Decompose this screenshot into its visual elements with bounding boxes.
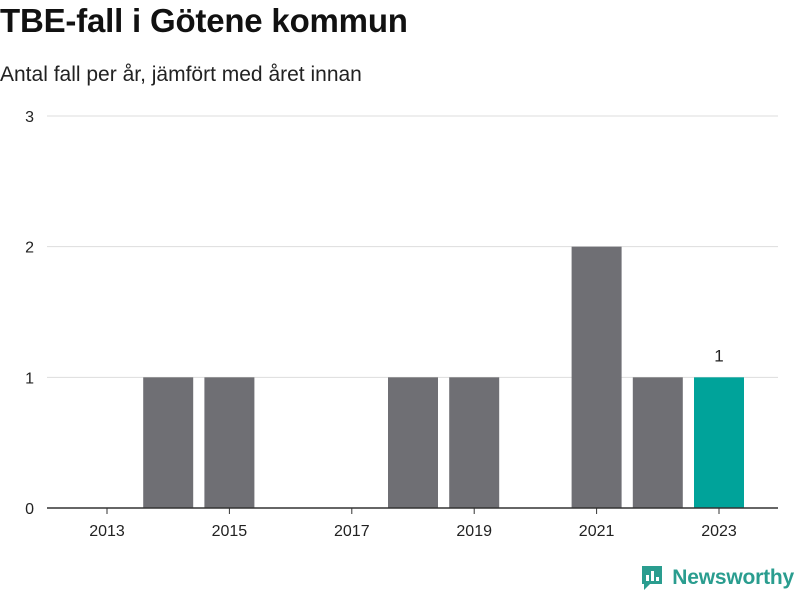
data-label: 1 [714,346,723,365]
y-tick-label: 1 [25,370,34,387]
newsworthy-logo-icon [642,566,663,590]
y-tick-label: 0 [25,501,34,518]
bar-2019 [449,377,500,508]
bar-2021 [571,246,622,508]
bar-2022 [632,377,683,508]
y-tick-label: 2 [25,240,34,257]
x-tick-label: 2017 [334,523,370,540]
chart-title: TBE-fall i Götene kommun [0,2,408,39]
y-tick-label: 3 [25,109,34,126]
bar-2018 [388,377,438,508]
x-tick-label: 2015 [212,523,248,540]
x-tick-label: 2013 [89,523,125,540]
x-tick-label: 2021 [579,523,615,540]
x-tick-label: 2023 [701,523,737,540]
bar-2015 [204,377,255,508]
chart-subtitle: Antal fall per år, jämfört med året inna… [0,63,362,86]
brand-logo: Newsworthy [640,564,794,592]
brand-name: Newsworthy [672,566,794,589]
bar-chart: 0 1 2 3 2013 2015 2017 2019 2021 2023 1 [25,109,778,540]
bar-2023 [694,377,744,508]
bar-2014 [143,377,194,508]
x-tick-label: 2019 [456,523,492,540]
